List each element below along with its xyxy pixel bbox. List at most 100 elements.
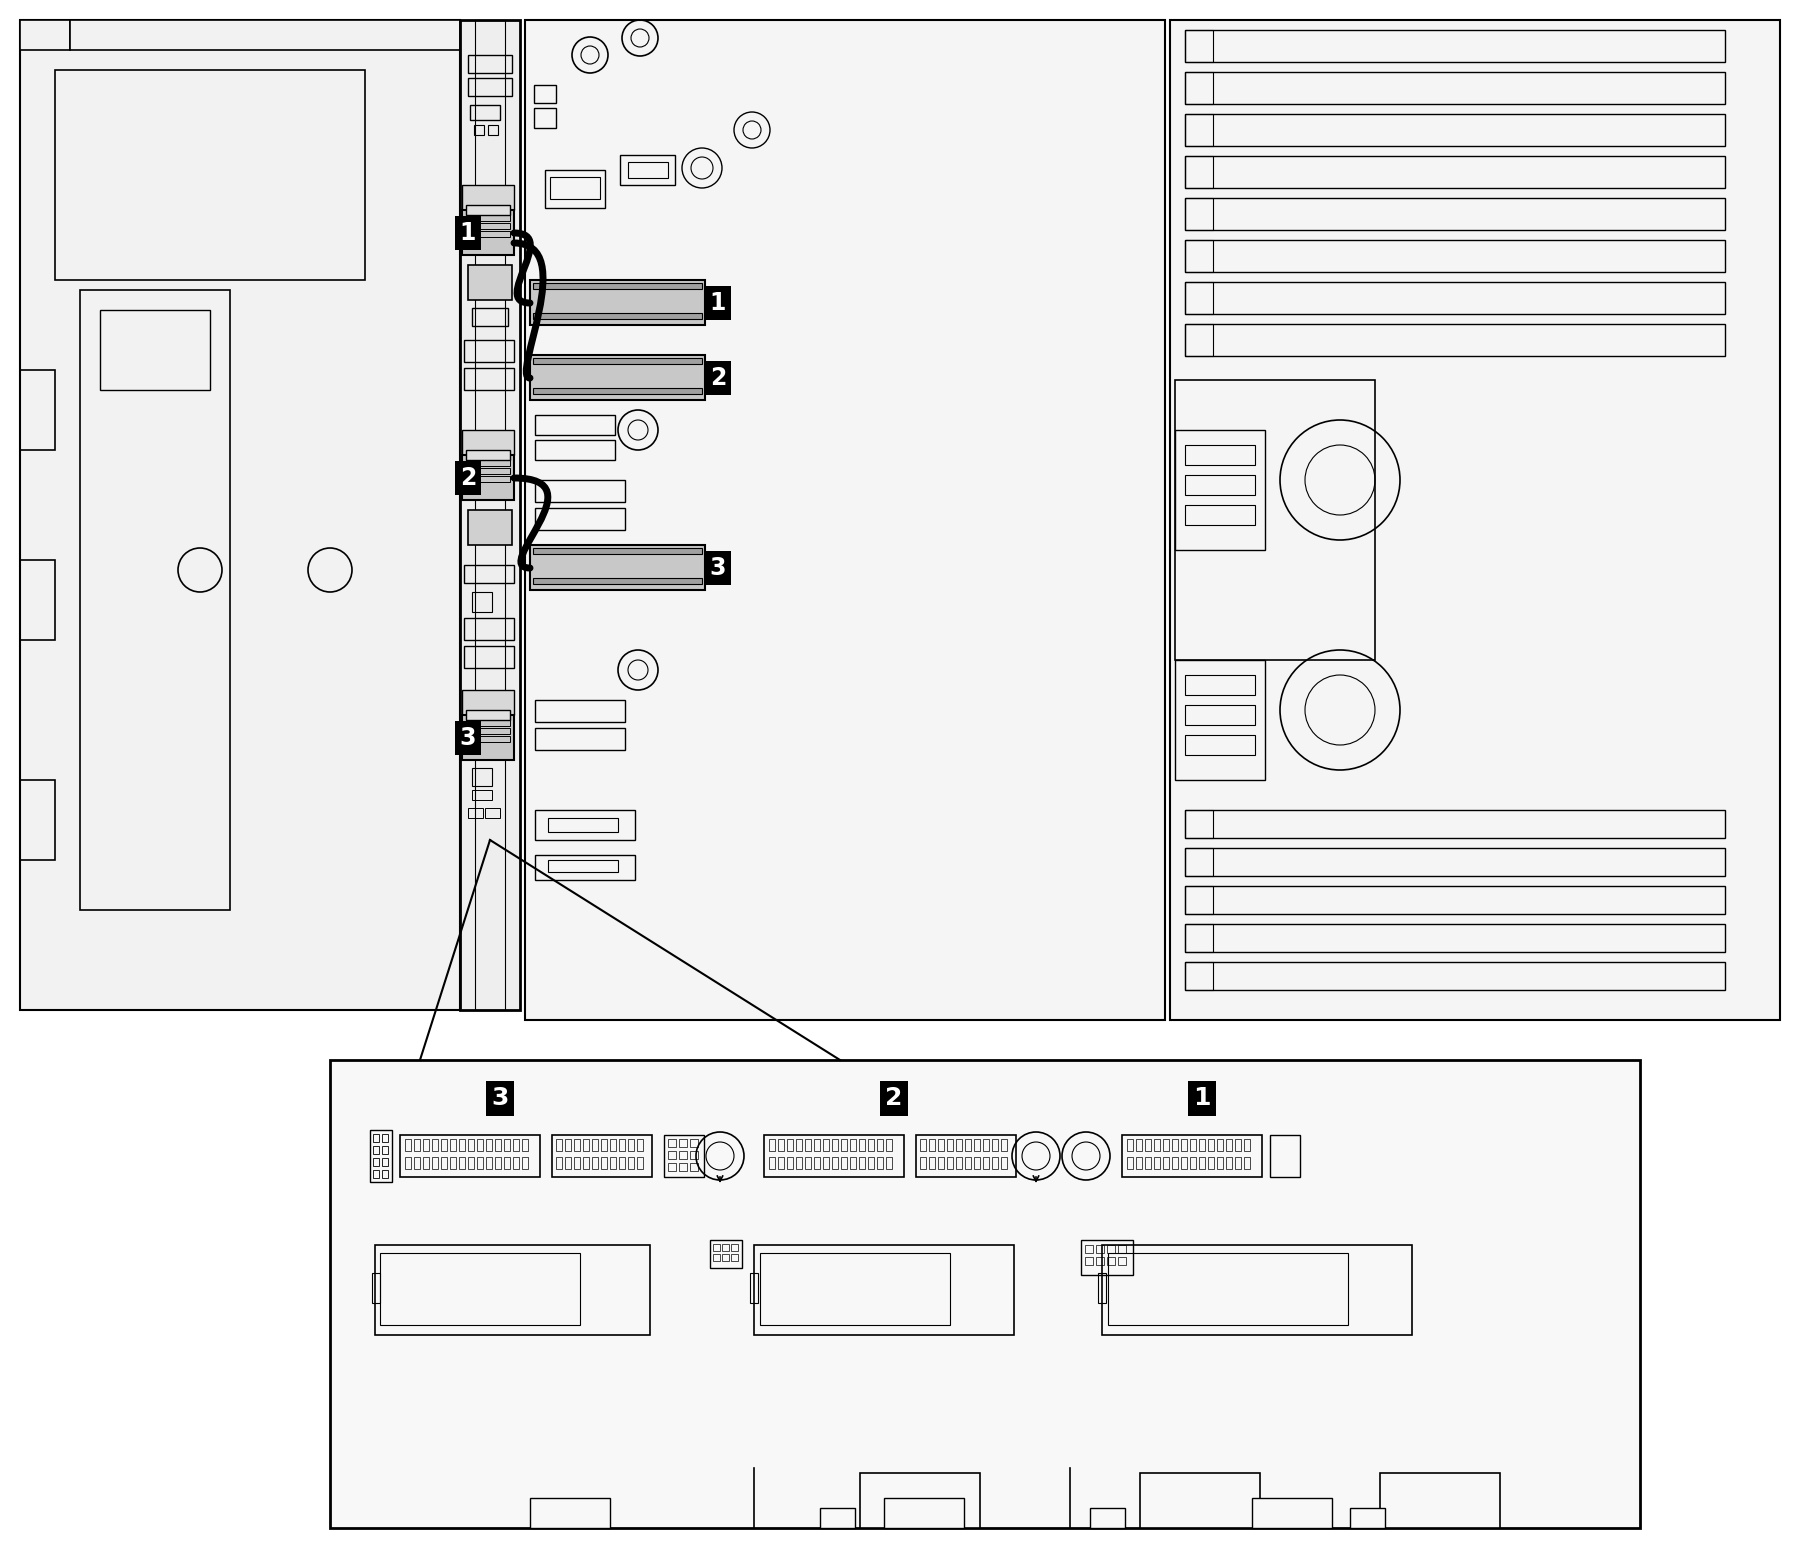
Bar bbox=[1186, 156, 1213, 189]
Bar bbox=[505, 1158, 510, 1168]
Bar bbox=[991, 1158, 998, 1168]
Bar bbox=[787, 1158, 793, 1168]
Bar bbox=[530, 1497, 611, 1528]
Bar bbox=[815, 1139, 820, 1151]
Bar bbox=[1103, 1245, 1413, 1335]
Bar bbox=[602, 1139, 607, 1151]
Bar bbox=[467, 450, 510, 460]
Bar bbox=[476, 20, 505, 1010]
Bar bbox=[1180, 1158, 1188, 1168]
Bar bbox=[382, 1134, 387, 1142]
Bar bbox=[975, 1139, 980, 1151]
Bar bbox=[1096, 1257, 1105, 1265]
Bar bbox=[530, 545, 705, 590]
Bar bbox=[769, 1139, 775, 1151]
Bar bbox=[957, 1139, 962, 1151]
Bar bbox=[450, 1158, 456, 1168]
Bar bbox=[70, 20, 460, 50]
Bar bbox=[1186, 505, 1254, 525]
Bar bbox=[1186, 475, 1254, 495]
Bar bbox=[470, 104, 499, 120]
Bar bbox=[566, 1139, 571, 1151]
Bar bbox=[820, 1508, 854, 1528]
Bar bbox=[79, 290, 231, 910]
Bar bbox=[1186, 198, 1213, 231]
Bar bbox=[467, 460, 510, 466]
Bar bbox=[1096, 1245, 1105, 1253]
Bar bbox=[1189, 1139, 1197, 1151]
Bar bbox=[984, 1158, 989, 1168]
Bar bbox=[1186, 887, 1725, 915]
Bar bbox=[1234, 1139, 1242, 1151]
Bar bbox=[1225, 1139, 1233, 1151]
Bar bbox=[636, 1139, 643, 1151]
Bar bbox=[467, 467, 510, 474]
Bar bbox=[382, 1158, 387, 1165]
Bar bbox=[533, 86, 557, 103]
Bar bbox=[1085, 1245, 1094, 1253]
Bar bbox=[460, 1158, 465, 1168]
Bar bbox=[467, 477, 510, 481]
Bar bbox=[1186, 675, 1254, 695]
Bar bbox=[966, 1139, 971, 1151]
Bar bbox=[1350, 1508, 1386, 1528]
Bar bbox=[548, 818, 618, 832]
Bar bbox=[1186, 282, 1725, 315]
Bar bbox=[723, 1254, 730, 1260]
Bar bbox=[461, 185, 514, 210]
Bar bbox=[474, 125, 485, 136]
Bar bbox=[815, 1158, 820, 1168]
Bar bbox=[533, 313, 703, 319]
Bar bbox=[1108, 1253, 1348, 1324]
Text: 3: 3 bbox=[460, 726, 476, 749]
Bar bbox=[1186, 961, 1725, 989]
Bar bbox=[1144, 1139, 1151, 1151]
Bar bbox=[1153, 1158, 1160, 1168]
Bar bbox=[1175, 661, 1265, 781]
Bar bbox=[557, 1158, 562, 1168]
Bar bbox=[373, 1170, 378, 1178]
Bar bbox=[1000, 1158, 1007, 1168]
Bar bbox=[472, 308, 508, 326]
Bar bbox=[753, 1245, 1015, 1335]
Bar bbox=[371, 1273, 380, 1302]
Bar bbox=[1186, 924, 1213, 952]
Bar bbox=[461, 210, 514, 256]
Bar bbox=[1126, 1139, 1133, 1151]
Bar bbox=[778, 1158, 784, 1168]
Bar bbox=[750, 1273, 759, 1302]
Bar bbox=[593, 1158, 598, 1168]
Bar bbox=[860, 1158, 865, 1168]
Bar bbox=[535, 480, 625, 502]
Bar bbox=[939, 1158, 944, 1168]
Bar bbox=[732, 1254, 739, 1260]
Bar bbox=[544, 170, 605, 209]
Bar bbox=[842, 1158, 847, 1168]
Bar bbox=[584, 1158, 589, 1168]
Bar bbox=[1270, 1134, 1299, 1176]
Bar bbox=[1243, 1139, 1251, 1151]
Bar bbox=[373, 1158, 378, 1165]
Bar bbox=[1186, 30, 1213, 62]
Bar bbox=[1186, 961, 1213, 989]
Text: 1: 1 bbox=[1193, 1086, 1211, 1109]
Bar bbox=[533, 578, 703, 584]
Bar bbox=[1207, 1139, 1215, 1151]
Bar bbox=[20, 781, 56, 860]
Bar bbox=[467, 206, 510, 215]
Bar bbox=[805, 1158, 811, 1168]
Bar bbox=[382, 1147, 387, 1154]
Bar bbox=[463, 647, 514, 668]
Bar bbox=[629, 1139, 634, 1151]
Bar bbox=[380, 1253, 580, 1324]
Bar bbox=[460, 20, 521, 1010]
Bar bbox=[524, 20, 1166, 1020]
Bar bbox=[467, 710, 510, 720]
Bar bbox=[824, 1139, 829, 1151]
Bar bbox=[764, 1134, 905, 1176]
Bar bbox=[1186, 240, 1725, 273]
Bar bbox=[533, 548, 703, 555]
Bar bbox=[620, 1158, 625, 1168]
Bar bbox=[714, 1243, 721, 1251]
Bar bbox=[505, 1139, 510, 1151]
